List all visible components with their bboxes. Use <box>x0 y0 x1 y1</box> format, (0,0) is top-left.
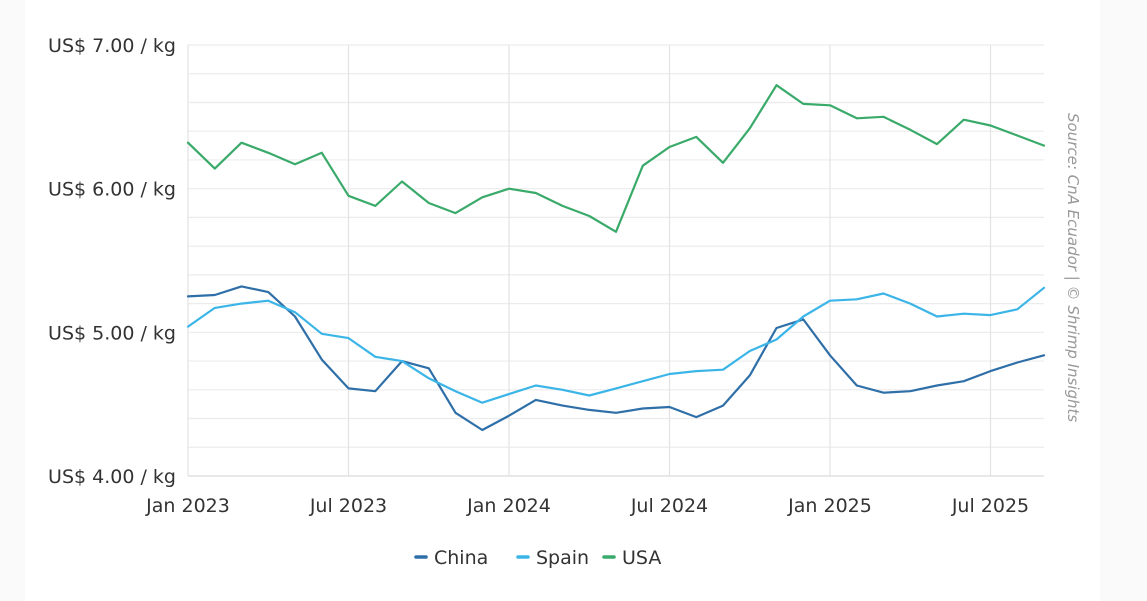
x-tick-label: Jan 2025 <box>787 495 872 517</box>
series-line-spain <box>186 286 1046 404</box>
legend-item-spain[interactable]: Spain <box>516 547 589 569</box>
legend: China Spain USA <box>414 547 661 569</box>
x-tick-label: Jan 2023 <box>145 495 230 517</box>
legend-item-china[interactable]: China <box>414 547 488 569</box>
grid <box>187 44 1044 477</box>
y-axis: US$ 7.00 / kg US$ 6.00 / kg US$ 5.00 / kg U… <box>48 35 176 488</box>
x-axis: Jan 2023 Jul 2023 Jan 2024 Jul 2024 Jan 2025… <box>145 495 1029 517</box>
legend-label: China <box>434 547 488 569</box>
x-tick-label: Jul 2024 <box>630 495 708 517</box>
series-line-china <box>186 285 1046 432</box>
chart-panel <box>25 0 1100 601</box>
y-tick-label: US$ 7.00 / kg <box>48 35 176 57</box>
legend-item-usa[interactable]: USA <box>602 547 661 569</box>
y-tick-label: US$ 5.00 / kg <box>48 322 176 344</box>
series-lines <box>186 84 1046 432</box>
legend-label: Spain <box>536 547 589 569</box>
x-tick-label: Jan 2024 <box>466 495 551 517</box>
legend-label: USA <box>622 547 661 569</box>
x-tick-label: Jul 2025 <box>951 495 1029 517</box>
y-tick-label: US$ 4.00 / kg <box>48 466 176 488</box>
source-credit: Source: CnA Ecuador | © Shrimp Insights <box>1064 113 1082 422</box>
x-tick-label: Jul 2023 <box>309 495 387 517</box>
y-tick-label: US$ 6.00 / kg <box>48 179 176 201</box>
series-line-usa <box>186 84 1046 233</box>
